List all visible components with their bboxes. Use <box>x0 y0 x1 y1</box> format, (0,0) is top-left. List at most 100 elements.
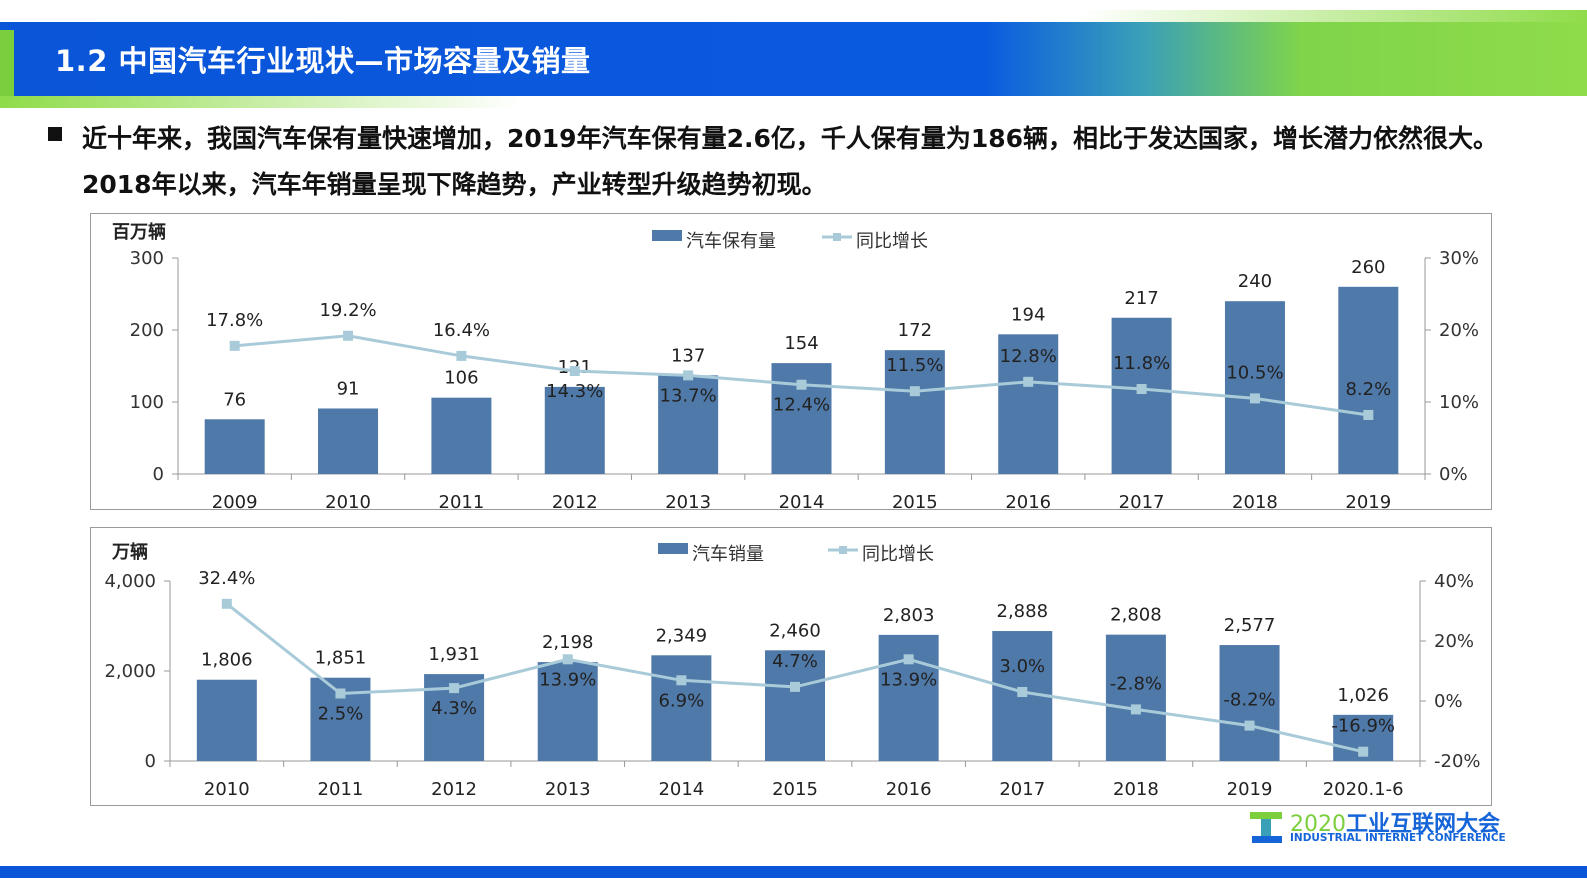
x-tick-label: 2014 <box>658 779 704 800</box>
growth-point <box>683 370 694 381</box>
bar-value-label: 154 <box>784 333 818 354</box>
legend-bar-swatch <box>652 230 682 241</box>
growth-value-label: -16.9% <box>1331 716 1395 737</box>
growth-value-label: 8.2% <box>1345 379 1391 400</box>
growth-point <box>343 330 354 341</box>
bullet-icon <box>48 127 62 141</box>
legend-line-marker <box>839 546 847 554</box>
x-tick-label: 2012 <box>431 779 477 800</box>
bar <box>431 397 492 474</box>
bar <box>651 655 712 761</box>
chart-frame-sales <box>90 527 1492 806</box>
bar-value-label: 194 <box>1011 304 1045 325</box>
y2-tick-label: 10% <box>1439 392 1479 413</box>
y-tick-label: 200 <box>130 320 164 341</box>
bar <box>318 408 379 474</box>
bar <box>878 634 939 761</box>
bar-value-label: 137 <box>671 345 705 366</box>
y2-tick-label: 0% <box>1439 464 1468 485</box>
logo-subtitle: INDUSTRIAL INTERNET CONFERENCE <box>1290 832 1506 844</box>
bar <box>204 419 265 474</box>
x-tick-label: 2011 <box>318 779 364 800</box>
x-tick-label: 2019 <box>1345 492 1391 513</box>
x-tick-label: 2016 <box>1005 492 1051 513</box>
growth-point <box>1017 687 1028 697</box>
y-tick-label: 2,000 <box>104 661 156 682</box>
bar-value-label: 260 <box>1351 257 1385 278</box>
growth-value-label: -2.8% <box>1110 673 1162 694</box>
growth-value-label: 4.3% <box>431 698 477 719</box>
y2-tick-label: 40% <box>1434 571 1474 592</box>
bar <box>1105 634 1166 761</box>
growth-point <box>909 386 920 397</box>
x-tick-label: 2010 <box>325 492 371 513</box>
y2-tick-label: 30% <box>1439 248 1479 269</box>
bar <box>884 350 945 474</box>
bar-value-label: 1,026 <box>1337 685 1389 706</box>
growth-point <box>790 681 800 692</box>
logo-title: 2020工业互联网大会 <box>1290 812 1501 837</box>
y-tick-label: 100 <box>130 392 164 413</box>
growth-value-label: 16.4% <box>433 320 490 341</box>
x-tick-label: 2011 <box>439 492 485 513</box>
chart-frame-ownership <box>90 213 1492 510</box>
bar-value-label: 217 <box>1124 288 1158 309</box>
growth-point <box>1130 704 1141 715</box>
bar-value-label: 240 <box>1238 271 1272 292</box>
bar-value-label: 1,931 <box>428 644 480 665</box>
x-tick-label: 2018 <box>1232 492 1278 513</box>
legend-line-marker <box>833 233 841 241</box>
x-tick-label: 2010 <box>204 779 250 800</box>
bar-value-label: 2,349 <box>656 625 708 646</box>
legend-bar-label: 汽车保有量 <box>686 231 776 252</box>
growth-value-label: 6.9% <box>658 690 704 711</box>
bar-value-label: 1,806 <box>201 650 253 671</box>
y-axis-unit-label: 万辆 <box>111 541 148 563</box>
x-tick-label: 2012 <box>552 492 598 513</box>
bar <box>658 375 719 474</box>
header-accent-left <box>0 30 14 100</box>
growth-point <box>335 688 346 699</box>
legend-line-label: 同比增长 <box>856 231 928 252</box>
growth-point <box>1244 720 1255 731</box>
growth-value-label: 10.5% <box>1226 362 1283 383</box>
bar-value-label: 2,198 <box>542 632 594 653</box>
growth-value-label: 11.5% <box>886 355 943 376</box>
bar-value-label: 2,808 <box>1110 605 1162 626</box>
growth-value-label: 13.7% <box>660 385 717 406</box>
growth-value-label: 32.4% <box>198 568 255 589</box>
y-axis-unit-label: 百万辆 <box>112 221 166 243</box>
header-underline <box>0 96 520 108</box>
y2-tick-label: 20% <box>1439 320 1479 341</box>
growth-point <box>221 598 232 609</box>
growth-value-label: 12.8% <box>1000 346 1057 367</box>
x-tick-label: 2017 <box>999 779 1045 800</box>
growth-value-label: 13.9% <box>539 669 596 690</box>
growth-point <box>569 366 580 377</box>
bar <box>765 650 825 761</box>
x-tick-label: 2017 <box>1119 492 1165 513</box>
x-tick-label: 2014 <box>779 492 825 513</box>
growth-point <box>796 379 807 390</box>
growth-point <box>1023 376 1034 387</box>
growth-value-label: 11.8% <box>1113 353 1170 374</box>
growth-point <box>1249 393 1260 404</box>
x-tick-label: 2015 <box>772 779 818 800</box>
x-tick-label: 2009 <box>212 492 258 513</box>
x-tick-label: 2020.1-6 <box>1323 779 1404 800</box>
bar-value-label: 1,851 <box>315 648 367 669</box>
y2-tick-label: 0% <box>1434 691 1463 712</box>
bar <box>544 386 605 474</box>
legend-line-label: 同比增长 <box>862 544 934 565</box>
logo-mark-icon <box>1250 812 1282 843</box>
header-accent <box>1080 10 1587 24</box>
growth-value-label: 12.4% <box>773 395 830 416</box>
y2-tick-label: -20% <box>1434 751 1481 772</box>
bar <box>1224 301 1285 474</box>
bar <box>998 334 1059 474</box>
y-tick-label: 0 <box>153 464 164 485</box>
growth-value-label: 14.3% <box>546 381 603 402</box>
y-tick-label: 300 <box>130 248 164 269</box>
bar-value-label: 76 <box>223 389 246 410</box>
